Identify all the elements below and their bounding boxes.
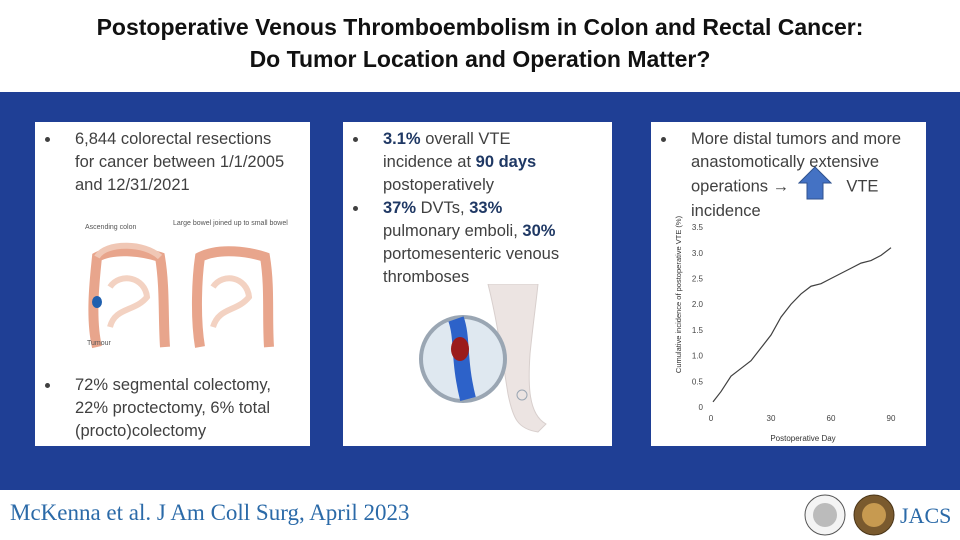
line <box>712 247 892 403</box>
panel: More distal tumors and more anastomotica… <box>651 122 926 446</box>
journal-name: JACS <box>900 503 951 528</box>
clot <box>451 337 469 361</box>
small-bowel <box>210 275 253 329</box>
bullet-text: DVTs, <box>416 199 470 217</box>
bullet-text: 3.1% <box>383 130 421 148</box>
bullet: 3.1% overall VTE incidence at 90 days po… <box>353 128 583 197</box>
x-tick-label: 60 <box>827 414 836 423</box>
title-line: Postoperative Venous Thromboembolism in … <box>96 14 864 40</box>
panel: 3.1% overall VTE incidence at 90 days po… <box>343 122 612 446</box>
y-tick-label: 0 <box>699 403 704 412</box>
colon-shape <box>94 242 163 260</box>
bullet-text: portomesenteric venous thromboses <box>383 245 560 286</box>
colon-shape <box>191 246 274 348</box>
bullet-text: postoperatively <box>383 176 494 194</box>
small-bowel <box>107 275 151 329</box>
citation: McKenna et al. J Am Coll Surg, April 202… <box>10 500 410 525</box>
bullet-text: overall VTE incidence at <box>383 130 511 171</box>
illustration-label: Tumour <box>87 340 112 347</box>
y-tick-label: 3.0 <box>692 249 704 258</box>
illustration-label: Ascending colon <box>85 224 136 231</box>
colon-shape <box>88 246 170 349</box>
bullet: 37% DVTs, 33% pulmonary emboli, 30% port… <box>353 197 583 289</box>
marker <box>516 389 528 401</box>
up-arrow <box>797 166 832 200</box>
illustration-label: Large bowel joined up to small bowel <box>173 220 288 227</box>
x-tick-label: 30 <box>767 414 776 423</box>
bullet-text: 30% <box>522 222 556 240</box>
bullet-text: VTE incidence <box>691 177 879 220</box>
bullet-text: More distal tumors and more anastomotica… <box>691 130 901 196</box>
chart: Cumulative incidence of postoperative VT… <box>674 215 896 443</box>
bullet: 72% segmental colectomy, 22% proctectomy… <box>45 374 305 443</box>
x-tick-label: 0 <box>709 414 714 423</box>
y-tick-label: 3.5 <box>692 223 704 232</box>
tumour <box>92 296 102 308</box>
bullet-text: 90 days <box>475 153 537 171</box>
logo <box>813 503 837 527</box>
logo <box>862 503 886 527</box>
bullet-text: 37% <box>383 199 417 217</box>
bullet: More distal tumors and more anastomotica… <box>661 128 916 223</box>
panel: 6,844 colorectal resections for cancer b… <box>35 122 310 446</box>
leg-illustration <box>419 284 547 433</box>
y-tick-label: 2.5 <box>692 275 704 284</box>
colon-illustration: Ascending colon Large bowel joined up to… <box>85 220 288 349</box>
illustration-label: Ascending colon <box>85 224 136 231</box>
up-arrow-shape <box>797 166 832 200</box>
y-axis-label: Cumulative incidence of postoperative VT… <box>674 215 683 373</box>
bullet-text: pulmonary emboli, <box>383 222 523 240</box>
logos: JACS <box>804 494 951 536</box>
y-tick-label: 1.0 <box>692 352 704 361</box>
title-line: Do Tumor Location and Operation Matter? <box>249 46 711 72</box>
bullet: 6,844 colorectal resections for cancer b… <box>45 128 295 197</box>
x-axis-label: Postoperative Day <box>770 434 835 443</box>
bullet-text: 33% <box>469 199 503 217</box>
y-tick-label: 2.0 <box>692 300 704 309</box>
y-tick-label: 0.5 <box>692 377 704 386</box>
y-tick-label: 1.5 <box>692 326 704 335</box>
x-tick-label: 90 <box>887 414 896 423</box>
